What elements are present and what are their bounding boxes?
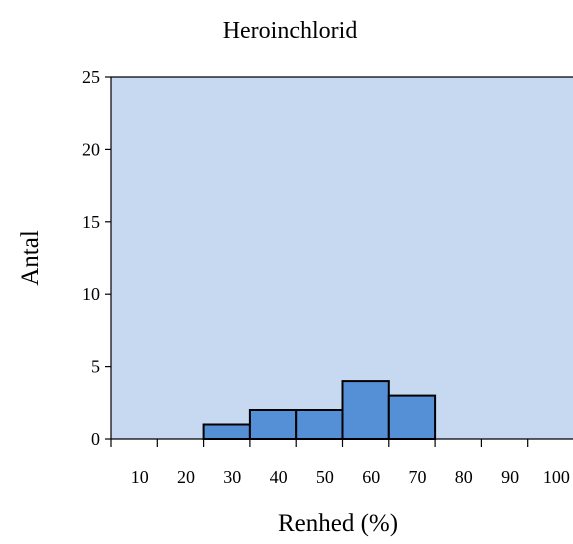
x-tick-label: 70 [409, 467, 427, 487]
y-axis-label: Antal [17, 230, 44, 286]
x-axis-label: Renhed (%) [278, 510, 398, 537]
chart-title: Heroinchlorid [223, 18, 358, 44]
y-tick-label: 10 [82, 284, 100, 304]
x-tick-label: 40 [270, 467, 288, 487]
bar-40 [248, 409, 298, 440]
x-axis-ticks: 10 20 30 40 50 60 70 80 90 100 [110, 439, 570, 487]
x-tick-label: 50 [316, 467, 334, 487]
bar-60 [341, 380, 390, 441]
x-tick-label: 80 [455, 467, 473, 487]
bar-70 [387, 394, 437, 441]
y-tick-label: 20 [82, 139, 100, 159]
y-tick-label: 25 [82, 67, 100, 87]
bar-50 [295, 409, 344, 440]
y-tick-label: 0 [91, 429, 100, 449]
x-tick-label: 60 [362, 467, 380, 487]
bars-group [202, 380, 437, 441]
x-tick-label: 100 [543, 467, 570, 487]
bar-30 [202, 423, 251, 440]
plot-background [111, 77, 573, 439]
y-tick-label: 5 [91, 357, 100, 377]
x-tick-label: 30 [223, 467, 241, 487]
x-tick-label: 90 [501, 467, 519, 487]
y-tick-label: 15 [82, 212, 100, 232]
x-tick-label: 20 [177, 467, 195, 487]
x-tick-label: 10 [131, 467, 149, 487]
y-axis-ticks: 0 5 10 15 20 25 [82, 67, 111, 449]
